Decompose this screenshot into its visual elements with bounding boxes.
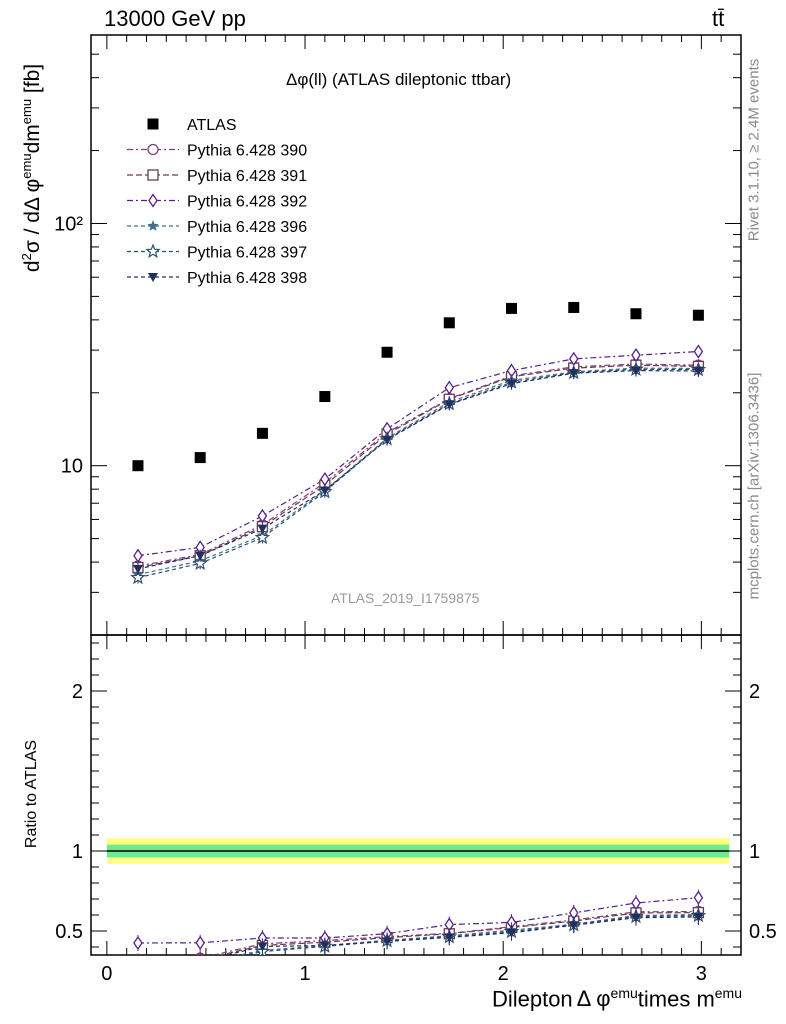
data-point-atlas (194, 452, 206, 464)
data-point-397 (130, 569, 146, 585)
series-line-398 (137, 369, 699, 570)
ratio-point-398 (195, 957, 205, 966)
ratio-point-396 (132, 962, 143, 973)
data-point-398 (630, 366, 641, 376)
ratio-point-398 (257, 942, 268, 952)
x-axis-title: Dilepton Δ φemutimes memu (491, 985, 742, 1012)
legend-marker (145, 243, 161, 259)
process-label: tt̄ (712, 6, 725, 31)
x-tick-label: 2 (498, 963, 509, 985)
ratio-point-391 (133, 958, 143, 968)
data-point-398 (444, 400, 455, 410)
data-point-392 (257, 508, 268, 524)
data-point-atlas (692, 309, 704, 321)
ratio-point-398 (506, 928, 517, 938)
data-point-398 (568, 369, 579, 379)
data-point-398 (132, 564, 143, 574)
ratio-line-397 (243, 915, 699, 955)
data-point-atlas (132, 460, 144, 472)
ratio-point-398 (319, 941, 330, 951)
legend-entry-label: Pythia 6.428 396 (187, 219, 307, 236)
legend-marker (147, 143, 159, 156)
data-point-398 (382, 435, 393, 445)
ratio-point-398 (568, 921, 579, 931)
x-tick-label: 3 (696, 963, 707, 985)
legend-marker (148, 273, 158, 282)
legend-entry-label: Pythia 6.428 390 (187, 143, 307, 160)
legend-entry-label: Pythia 6.428 392 (187, 194, 307, 211)
ratio-point-397 (194, 958, 206, 970)
data-point-atlas (630, 308, 642, 320)
ratio-point-391 (194, 954, 206, 955)
data-point-392 (444, 380, 455, 395)
y-tick-label: 2 (72, 681, 83, 703)
ratio-point-392 (693, 890, 704, 905)
y-tick-label-right: 1 (749, 841, 760, 863)
main-panel-series (130, 301, 707, 585)
series-line-391 (137, 364, 699, 569)
data-point-atlas (506, 302, 518, 314)
legend-marker (147, 169, 159, 181)
legend: ATLAS Pythia 6.428 390 Pythia 6.428 391 Pyt… (127, 117, 307, 287)
ratio-point-392 (133, 935, 143, 951)
ratio-point-396 (195, 957, 206, 968)
x-tick-label: 0 (101, 963, 112, 985)
watermark-analysis-id: ATLAS_2019_I1759875 (331, 590, 480, 606)
legend-entry-label: Pythia 6.428 397 (187, 245, 307, 262)
data-point-397 (192, 555, 208, 571)
legend-entry-label: Pythia 6.428 398 (187, 270, 307, 287)
data-point-atlas (568, 301, 580, 313)
series-line-397 (137, 368, 699, 579)
y-tick-label: 0.5 (55, 921, 83, 943)
data-point-atlas (381, 346, 393, 358)
data-point-398 (693, 367, 704, 377)
data-point-398 (506, 379, 517, 389)
legend-marker (148, 193, 158, 208)
series-line-396 (137, 367, 699, 576)
data-point-392 (631, 347, 641, 363)
ratio-point-398 (444, 933, 455, 943)
data-point-398 (319, 486, 330, 496)
ratio-point-398 (630, 913, 641, 923)
ratio-line-390 (211, 910, 699, 955)
ratio-point-398 (133, 962, 143, 971)
data-point-398 (195, 551, 206, 561)
x-tick-label: 1 (299, 963, 310, 985)
energy-label: 13000 GeV pp (104, 6, 246, 31)
legend-entry-label: ATLAS (187, 117, 237, 134)
ratio-point-392 (195, 935, 205, 951)
y-tick-label: 1 (72, 841, 83, 863)
y-tick-label-right: 2 (749, 681, 760, 703)
data-point-atlas (256, 427, 268, 439)
ratio-point-398 (693, 912, 704, 922)
ratio-point-398 (382, 937, 393, 947)
ratio-line-398 (224, 916, 699, 955)
ratio-point-397 (132, 963, 144, 975)
y-tick-label: 10² (54, 213, 83, 235)
series-line-390 (137, 363, 699, 567)
ratio-line-396 (236, 913, 699, 955)
ratio-panel-frame (90, 634, 742, 956)
ratio-line-391 (218, 911, 699, 955)
legend-marker (147, 220, 159, 231)
ratio-line-392 (137, 897, 699, 944)
axes: 0 1 2 3 10 10² 0.5 0.5 1 1 2 2 (54, 34, 777, 985)
data-point-392 (133, 548, 143, 563)
data-point-atlas (443, 317, 455, 329)
y-tick-label: 10 (61, 456, 83, 478)
main-title: Δφ(ll) (ATLAS dileptonic ttbar) (286, 70, 512, 89)
data-point-392 (693, 344, 704, 359)
y-tick-label-right: 0.5 (749, 921, 777, 943)
legend-marker-atlas (147, 118, 159, 130)
data-point-397 (254, 529, 271, 545)
ratio-panel-series (132, 889, 707, 975)
legend-entry-label: Pythia 6.428 391 (187, 168, 307, 185)
series-line-392 (137, 350, 699, 557)
ratio-point-390 (133, 956, 143, 966)
data-point-atlas (319, 391, 331, 403)
data-point-398 (257, 524, 268, 534)
